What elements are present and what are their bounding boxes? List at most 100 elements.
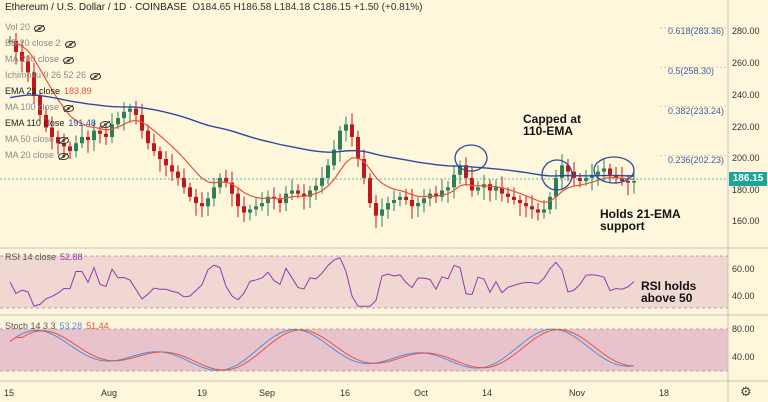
candle-body <box>278 198 282 204</box>
candle-body <box>614 174 618 178</box>
candle-body <box>572 171 576 178</box>
price-tick: 200.00 <box>732 153 760 163</box>
hide-eye-icon[interactable] <box>99 120 111 128</box>
candle-body <box>434 193 438 197</box>
ema110-line <box>9 94 635 177</box>
candle-body <box>254 206 258 210</box>
date-tick: 15 <box>4 388 15 398</box>
candle-body <box>368 177 372 204</box>
candle-body <box>458 165 462 175</box>
candle-body <box>14 40 18 52</box>
date-tick: Aug <box>101 388 118 398</box>
candle-body <box>452 174 456 188</box>
candle-body <box>620 177 624 182</box>
candle-body <box>410 199 414 207</box>
date-tick: Sep <box>259 388 276 398</box>
candle-body <box>32 72 36 96</box>
rsi-line <box>9 257 635 307</box>
candle-body <box>170 165 174 172</box>
indicator-legend-item[interactable]: MA 50 close <box>5 134 70 144</box>
hide-eye-icon[interactable] <box>64 40 76 48</box>
candle-body <box>188 187 192 197</box>
ema21-line <box>9 40 635 203</box>
candle-body <box>464 165 468 178</box>
candle-body <box>626 181 630 183</box>
candle-body <box>206 198 210 207</box>
stoch-legend[interactable]: Stoch 14 3 3 53.28 51.44 <box>5 321 109 331</box>
indicator-legend-item[interactable]: BB 20 close 2 <box>5 38 76 48</box>
date-tick: 19 <box>197 388 208 398</box>
indicator-legend-ema110[interactable]: EMA 110 close 191.48 <box>5 118 111 128</box>
rsi-legend[interactable]: RSI 14 close 52.88 <box>5 252 83 262</box>
highlight-circle <box>541 159 573 191</box>
hide-eye-icon[interactable] <box>34 24 46 32</box>
timeframe[interactable]: 1D <box>113 2 127 13</box>
stoch-tick: 40.00 <box>732 352 755 362</box>
candle-body <box>194 196 198 204</box>
chart-header: Ethereum / U.S. Dollar / 1D · COINBASE O… <box>5 2 423 13</box>
candle-body <box>44 114 48 128</box>
candle-body <box>164 159 168 166</box>
candle-body <box>422 198 426 204</box>
candle-body <box>530 206 534 210</box>
candle-body <box>104 133 108 137</box>
hide-eye-icon[interactable] <box>58 152 70 160</box>
price-tick: 240.00 <box>732 90 760 100</box>
indicator-legend-ema21[interactable]: EMA 21 close 183.89 <box>5 86 92 96</box>
candle-body <box>518 199 522 204</box>
candle-body <box>200 203 204 207</box>
hide-eye-icon[interactable] <box>90 72 102 80</box>
candle-body <box>302 193 306 197</box>
candle-body <box>536 209 540 213</box>
candle-body <box>290 190 294 194</box>
gear-icon[interactable]: ⚙ <box>740 384 752 399</box>
candle-body <box>506 193 510 197</box>
candle-body <box>374 203 378 216</box>
candle-body <box>80 136 84 144</box>
candle-body <box>470 177 474 191</box>
price-tick: 160.00 <box>732 216 760 226</box>
candle-body <box>296 190 300 194</box>
annotation-capped: Capped at 110-EMA <box>523 112 582 138</box>
candle-body <box>488 184 492 191</box>
date-tick: 18 <box>659 388 670 398</box>
indicator-legend-item[interactable]: Vol 20 <box>5 22 46 32</box>
candle-body <box>404 196 408 200</box>
candle-body <box>542 209 546 213</box>
hide-eye-icon[interactable] <box>63 56 75 64</box>
candle-body <box>74 143 78 152</box>
candle-body <box>158 151 162 159</box>
candle-body <box>38 96 42 115</box>
candle-body <box>152 143 156 152</box>
indicator-legend-item[interactable]: MA 200 close <box>5 54 75 64</box>
candle-body <box>272 196 276 199</box>
indicator-legend-item[interactable]: MA 100 close <box>5 102 75 112</box>
candle-body <box>248 209 252 213</box>
date-tick: Oct <box>414 388 429 398</box>
price-tick: 220.00 <box>732 122 760 132</box>
candle-body <box>230 182 234 194</box>
stoch-tick: 80.00 <box>732 324 755 334</box>
candle-body <box>602 168 606 172</box>
candle-body <box>182 177 186 188</box>
candle-body <box>128 108 132 112</box>
exchange: COINBASE <box>135 2 187 13</box>
date-tick: 14 <box>482 388 493 398</box>
candle-body <box>110 124 114 137</box>
candle-body <box>392 199 396 204</box>
candle-body <box>494 187 498 191</box>
indicator-legend-item[interactable]: Ichimoku 9 26 52 26 <box>5 70 102 80</box>
candle-body <box>350 124 354 137</box>
symbol-name[interactable]: Ethereum / U.S. Dollar <box>5 2 106 13</box>
indicator-legend-item[interactable]: MA 20 close <box>5 150 70 160</box>
candle-body <box>578 177 582 182</box>
candle-body <box>608 168 612 175</box>
candle-body <box>212 187 216 199</box>
hide-eye-icon[interactable] <box>58 136 70 144</box>
candle-body <box>146 130 150 144</box>
hide-eye-icon[interactable] <box>63 104 75 112</box>
ohlc-values: O184.65 H186.58 L184.18 C186.15 +1.50 (+… <box>192 2 423 13</box>
candle-body <box>242 206 246 213</box>
